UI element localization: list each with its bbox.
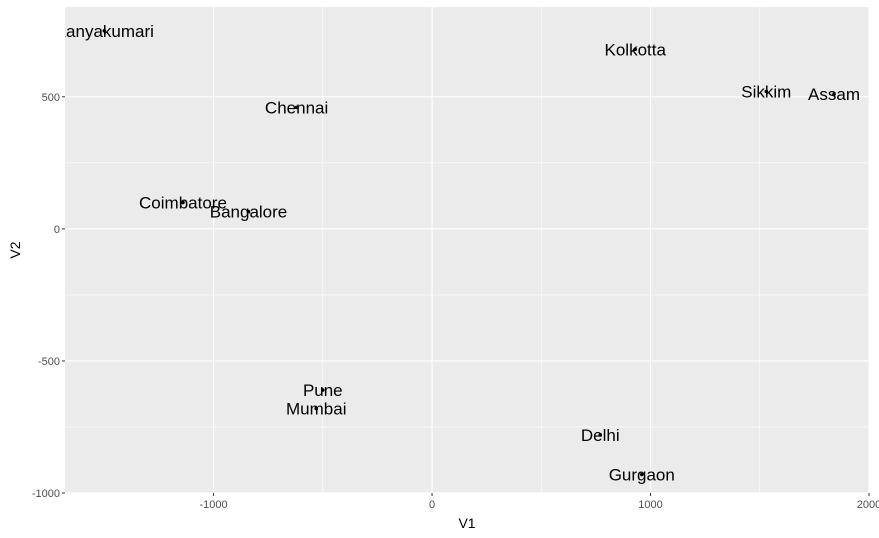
minor-gridlines <box>65 7 869 493</box>
point-label: Sikkim <box>741 83 791 102</box>
point-label: Pune <box>303 381 343 400</box>
y-tick-label: 0 <box>54 224 60 236</box>
plot-panel <box>65 7 869 493</box>
data-point <box>246 209 251 214</box>
point-label: Coimbatore <box>139 193 227 212</box>
x-tick-label: 1000 <box>638 499 662 511</box>
x-axis-title: V1 <box>458 515 475 531</box>
y-tick-label: -500 <box>38 356 60 368</box>
x-tick-label: 2000 <box>857 499 879 511</box>
data-point <box>181 200 185 205</box>
point-label: Mumbai <box>286 399 346 418</box>
y-axis-title: V2 <box>7 241 23 258</box>
y-tick-label: -1000 <box>32 488 60 500</box>
data-point <box>102 28 107 33</box>
x-tick-label: 0 <box>429 499 435 511</box>
point-labels: Kanyakumari Kolkotta Sikkim Assam Chennai Coi… <box>55 22 860 485</box>
data-points <box>102 28 836 477</box>
y-tick-label: 500 <box>42 92 60 104</box>
data-point <box>598 433 603 437</box>
data-point <box>633 47 638 52</box>
point-label: Delhi <box>581 426 620 445</box>
x-tick-label: -1000 <box>199 499 227 511</box>
y-axis-ticks: -1000 -500 0 500 <box>32 92 65 500</box>
point-label: Gurgaon <box>609 466 675 485</box>
data-point <box>764 89 769 94</box>
point-label: Kolkotta <box>605 40 667 59</box>
data-point <box>832 92 836 96</box>
major-gridlines <box>65 7 870 494</box>
point-label: Kanyakumari <box>55 22 154 41</box>
point-label: Chennai <box>265 98 328 117</box>
data-point <box>321 388 325 392</box>
x-axis-ticks: -1000 0 1000 2000 <box>199 493 879 511</box>
data-point <box>294 105 299 110</box>
data-point <box>639 472 644 477</box>
point-label: Assam <box>808 85 860 104</box>
data-point <box>314 406 319 411</box>
point-label: Bangalore <box>210 203 288 222</box>
